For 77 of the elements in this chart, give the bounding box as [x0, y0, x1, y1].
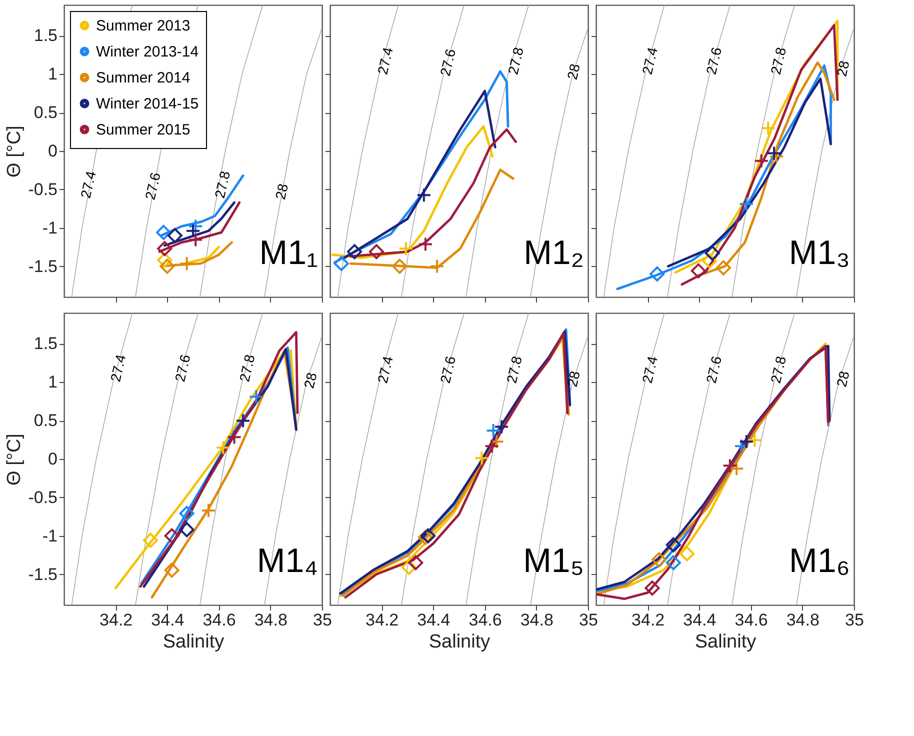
x-axis-title: Salinity [162, 632, 225, 652]
y-tick-label: 0 [48, 450, 58, 468]
legend-label: Summer 2013 [96, 18, 190, 34]
annotation: 27.6 [172, 352, 194, 384]
y-tick-label: 1.5 [34, 334, 58, 354]
x-tick-label: 34.6 [202, 610, 236, 630]
annotation: M1₂ [524, 234, 584, 272]
point [398, 241, 414, 256]
x-tick-label: 34.6 [468, 610, 502, 630]
y-tick-label: -0.5 [28, 488, 58, 507]
legend-label: Summer 2015 [96, 122, 190, 138]
annotation: 28 [833, 369, 852, 388]
annotation: 27.8 [236, 352, 258, 384]
annotation: 27.8 [503, 354, 525, 385]
line-series [71, 313, 133, 605]
annotation: 27.6 [702, 354, 725, 385]
x-tick-label: 34.2 [632, 610, 665, 630]
x-tick-label: 34.8 [520, 610, 554, 630]
line-series [264, 28, 322, 297]
x-tick-label: 35 [845, 610, 864, 630]
legend-label: Summer 2014 [96, 70, 190, 86]
annotation: 27.8 [767, 46, 790, 76]
y-tick-label: 0.5 [34, 411, 58, 430]
x-tick-label: 35 [313, 610, 332, 630]
legend-label: Winter 2014-15 [96, 96, 199, 112]
annotation: 28 [564, 369, 583, 388]
y-tick-label: 0.5 [34, 103, 58, 122]
y-tick-label: -1 [42, 218, 58, 238]
annotation: 27.8 [211, 169, 234, 200]
x-axis-title: Salinity [428, 632, 491, 652]
annotation: 27.6 [142, 170, 164, 202]
y-axis-title: Θ [°C] [4, 434, 26, 486]
annotation: M1₁ [259, 234, 318, 272]
y-tick-label: -1 [42, 526, 58, 546]
annotation: 28 [300, 370, 320, 390]
y-tick-label: 1 [48, 64, 58, 84]
legend-label: Winter 2013-14 [96, 44, 199, 60]
annotation: 27.4 [638, 46, 661, 76]
x-tick-label: 34.8 [254, 610, 288, 630]
annotation: M1₅ [523, 542, 584, 580]
y-tick-label: -0.5 [28, 180, 58, 199]
annotation: 27.6 [702, 46, 725, 76]
annotation: 27.4 [77, 169, 99, 200]
annotation: 27.4 [374, 46, 396, 76]
annotation: 27.4 [107, 352, 129, 384]
annotation: M1₃ [788, 234, 850, 272]
point [157, 252, 172, 268]
x-tick-label: 34.6 [734, 610, 768, 630]
y-tick-label: 1.5 [34, 26, 58, 46]
line-series [200, 5, 264, 297]
x-tick-label: 34.4 [417, 610, 450, 630]
line-series [135, 313, 199, 605]
x-tick-label: 34.2 [366, 610, 399, 630]
annotation: 28 [564, 62, 583, 82]
y-tick-label: -1.5 [28, 564, 58, 584]
point [486, 423, 501, 438]
x-tick-label: 34.4 [683, 610, 716, 630]
annotation: 27.6 [436, 47, 459, 78]
x-tick-label: 34.4 [151, 610, 184, 630]
annotation: M1₆ [789, 542, 850, 580]
y-tick-label: -1.5 [28, 256, 58, 276]
point [334, 256, 349, 272]
x-axis-title: Salinity [694, 632, 757, 652]
y-tick-label: 1 [48, 372, 58, 392]
y-axis-title: Θ [°C] [4, 126, 26, 178]
annotation: 27.8 [504, 46, 526, 76]
annotation: 27.4 [374, 354, 396, 385]
annotation: 27.8 [767, 354, 790, 385]
x-tick-label: 35 [579, 610, 598, 630]
annotation: 27.4 [638, 354, 661, 385]
x-tick-label: 34.8 [786, 610, 820, 630]
annotation: 27.6 [436, 354, 459, 385]
x-tick-label: 34.2 [100, 610, 133, 630]
annotation: 28 [833, 58, 852, 78]
annotation: 28 [272, 182, 292, 201]
annotation: M1₄ [256, 542, 318, 580]
y-tick-label: 0 [48, 142, 58, 160]
